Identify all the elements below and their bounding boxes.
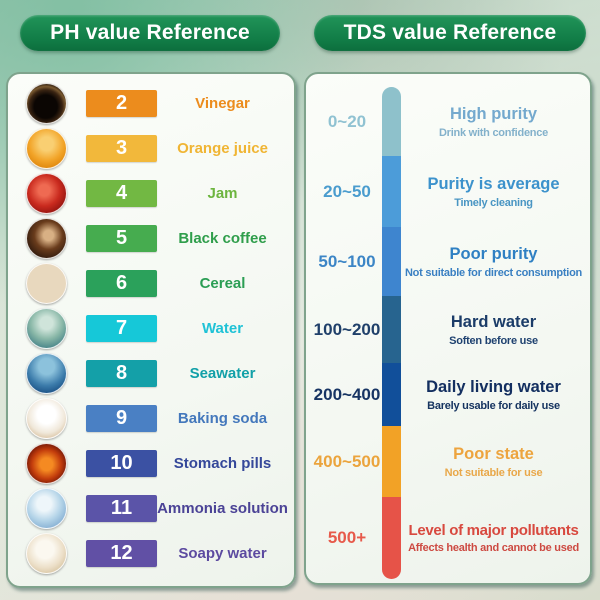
ph-item-label: Baking soda: [177, 410, 268, 427]
vinegar-photo: [26, 83, 67, 124]
tds-scale: 0~20 High purity Drink with confidence 2…: [312, 87, 586, 579]
tds-bar-segment: [382, 87, 401, 156]
ph-item-label: Ammonia solution: [157, 500, 288, 517]
tds-subtitle: Affects health and cannot be used: [408, 542, 579, 554]
cereal-photo: [26, 263, 67, 304]
tds-description: Purity is average Timely cleaning: [401, 175, 586, 209]
tds-range-label: 500+: [327, 528, 367, 547]
tds-bar-segment: [382, 296, 401, 363]
tds-bar-segment: [382, 497, 401, 579]
ph-row-orange-juice: 3 Orange juice: [26, 128, 288, 169]
tds-subtitle: Not suitable for direct consumption: [404, 266, 583, 279]
tds-reference-header-pill: TDS value Reference: [313, 15, 587, 51]
ph-badge: 3: [86, 135, 157, 162]
tds-title: Purity is average: [427, 174, 560, 193]
ammonia-solution-photo: [26, 488, 67, 529]
ph-badge: 4: [86, 180, 157, 207]
orange-juice-photo: [26, 128, 67, 169]
tds-range-label: 20~50: [323, 181, 371, 201]
ph-row-jam: 4 Jam: [26, 173, 288, 214]
black-coffee-photo: [26, 218, 67, 259]
tds-row-major-pollutants: 500+ Level of major pollutants Affects h…: [312, 497, 586, 579]
tds-title: Level of major pollutants: [408, 522, 579, 539]
ph-badge: 10: [86, 450, 157, 477]
header-row: PH value Reference TDS value Reference: [0, 0, 600, 51]
baking-soda-photo: [26, 398, 67, 439]
ph-row-stomach-pills: 10 Stomach pills: [26, 443, 288, 484]
ph-badge: 6: [86, 270, 157, 297]
water-photo: [26, 308, 67, 349]
tds-title: Daily living water: [426, 377, 561, 396]
ph-item-label: Stomach pills: [173, 455, 272, 472]
ph-item-label: Jam: [207, 185, 238, 202]
ph-row-soapy-water: 12 Soapy water: [26, 533, 288, 574]
tds-bar-segment: [382, 227, 401, 296]
ph-header-area: PH value Reference: [0, 15, 300, 51]
tds-range-label: 100~200: [313, 319, 381, 339]
ph-item-label: Vinegar: [195, 95, 250, 112]
ph-item-label: Water: [201, 320, 244, 337]
tds-bar-segment: [382, 426, 401, 497]
tds-title: Hard water: [450, 312, 537, 331]
tds-range-label: 400~500: [313, 451, 381, 471]
tds-description: Poor state Not suitable for use: [401, 445, 586, 479]
seawater-photo: [26, 353, 67, 394]
ph-row-black-coffee: 5 Black coffee: [26, 218, 288, 259]
ph-panel: 2 Vinegar 3 Orange juice 4 Jam 5 Black c…: [6, 72, 296, 588]
tds-bar-segment: [382, 363, 401, 426]
ph-item-label: Seawater: [189, 365, 256, 382]
ph-badge: 5: [86, 225, 157, 252]
tds-description: Poor purity Not suitable for direct cons…: [401, 245, 586, 279]
tds-range-label: 0~20: [327, 111, 367, 131]
tds-range-label: 200~400: [313, 384, 381, 404]
ph-badge: 2: [86, 90, 157, 117]
tds-description: High purity Drink with confidence: [401, 105, 586, 139]
tds-description: Level of major pollutants Affects health…: [401, 522, 586, 554]
tds-row-hard-water: 100~200 Hard water Soften before use: [312, 296, 586, 363]
ph-badge: 7: [86, 315, 157, 342]
ph-item-label: Soapy water: [178, 545, 267, 562]
ph-item-label: Cereal: [199, 275, 246, 292]
tds-description: Hard water Soften before use: [401, 313, 586, 347]
tds-subtitle: Drink with confidence: [438, 126, 549, 139]
tds-range-label: 50~100: [318, 251, 376, 271]
tds-title: Poor state: [453, 444, 534, 463]
ph-row-vinegar: 2 Vinegar: [26, 83, 288, 124]
tds-header-area: TDS value Reference: [300, 15, 600, 51]
tds-row-purity-average: 20~50 Purity is average Timely cleaning: [312, 156, 586, 227]
ph-badge: 12: [86, 540, 157, 567]
ph-reference-header-pill: PH value Reference: [20, 15, 280, 51]
tds-row-poor-purity: 50~100 Poor purity Not suitable for dire…: [312, 227, 586, 296]
tds-panel: 0~20 High purity Drink with confidence 2…: [304, 72, 592, 585]
ph-row-cereal: 6 Cereal: [26, 263, 288, 304]
tds-title: High purity: [449, 104, 538, 123]
ph-row-seawater: 8 Seawater: [26, 353, 288, 394]
ph-badge: 8: [86, 360, 157, 387]
ph-item-label: Orange juice: [177, 140, 268, 157]
tds-title: Poor purity: [449, 244, 538, 263]
stomach-pills-photo: [26, 443, 67, 484]
ph-badge: 11: [86, 495, 157, 522]
tds-subtitle: Soften before use: [449, 334, 538, 347]
ph-row-water: 7 Water: [26, 308, 288, 349]
ph-badge: 9: [86, 405, 157, 432]
tds-row-poor-state: 400~500 Poor state Not suitable for use: [312, 426, 586, 497]
ph-row-baking-soda: 9 Baking soda: [26, 398, 288, 439]
soapy-water-photo: [26, 533, 67, 574]
ph-row-ammonia-solution: 11 Ammonia solution: [26, 488, 288, 529]
tds-row-daily-living-water: 200~400 Daily living water Barely usable…: [312, 363, 586, 426]
ph-item-label: Black coffee: [178, 230, 267, 247]
tds-subtitle: Not suitable for use: [444, 466, 543, 479]
tds-bar-segment: [382, 156, 401, 227]
tds-row-high-purity: 0~20 High purity Drink with confidence: [312, 87, 586, 156]
tds-subtitle: Timely cleaning: [454, 196, 533, 209]
tds-subtitle: Barely usable for daily use: [427, 399, 560, 412]
tds-description: Daily living water Barely usable for dai…: [401, 378, 586, 412]
panels-row: 2 Vinegar 3 Orange juice 4 Jam 5 Black c…: [0, 72, 600, 588]
jam-photo: [26, 173, 67, 214]
